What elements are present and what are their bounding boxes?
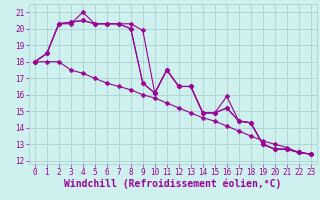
X-axis label: Windchill (Refroidissement éolien,°C): Windchill (Refroidissement éolien,°C) [64, 179, 282, 189]
